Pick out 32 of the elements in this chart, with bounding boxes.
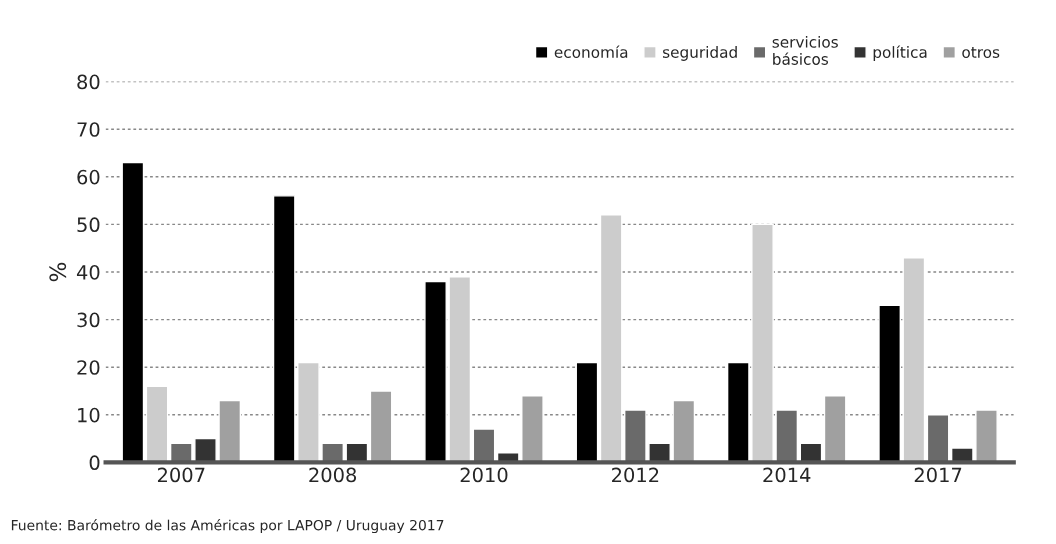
y-tick-label: 60: [77, 169, 100, 185]
y-axis-title: %: [49, 262, 67, 282]
bar: [369, 390, 393, 463]
legend-label: política: [873, 45, 927, 61]
y-tick-label: 20: [77, 360, 100, 375]
bar: [575, 361, 599, 463]
legend-label: seguridad: [662, 46, 737, 61]
y-tick-label: 30: [77, 312, 100, 328]
bar: [121, 161, 145, 463]
y-tick-label: 70: [77, 122, 100, 137]
bar: [902, 257, 926, 463]
bar: [472, 428, 496, 463]
bar: [599, 214, 623, 463]
x-tick-label: 2007: [157, 467, 205, 483]
legend-label: otros: [962, 46, 1000, 58]
bar: [823, 395, 847, 463]
x-tick-label: 2008: [309, 467, 357, 483]
y-tick-label: 40: [76, 264, 100, 280]
y-tick-label: 80: [77, 74, 100, 90]
x-tick-label: 2010: [460, 467, 508, 483]
bar: [145, 385, 169, 463]
y-tick-label: 0: [89, 455, 100, 471]
source-note: Fuente: Barómetro de las Américas por LAPOP / Uruguay 2017: [11, 519, 444, 534]
y-tick-label: 50: [77, 217, 100, 233]
y-tick-label: 10: [78, 407, 100, 423]
x-tick-label: 2012: [612, 467, 659, 483]
legend-label: economía: [554, 45, 628, 58]
bar: [926, 414, 950, 463]
legend-label: servicios básicos: [772, 35, 838, 65]
x-tick-label: 2017: [914, 467, 962, 483]
bar: [878, 304, 901, 463]
x-tick-label: 2014: [763, 467, 811, 483]
